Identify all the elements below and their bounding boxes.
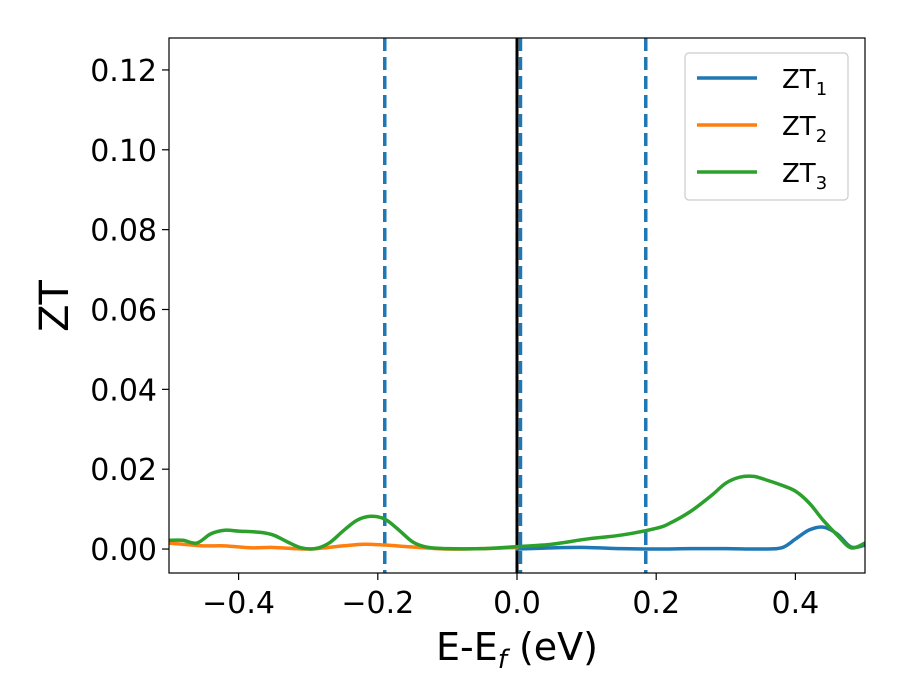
legend-label-main: ZT [782, 112, 816, 142]
x-tick-label: 0.4 [772, 586, 820, 621]
vertical-lines [383, 38, 648, 573]
y-tick-label: 0.00 [90, 533, 157, 568]
legend-label-zt1: ZT1 [782, 65, 827, 100]
legend-box [684, 52, 849, 201]
y-tick-label: 0.02 [90, 453, 157, 488]
x-tick-label: 0.0 [493, 586, 541, 621]
series-line-zt3 [169, 474, 865, 551]
legend-label-subscript: 3 [816, 173, 827, 194]
x-tick-label: −0.4 [202, 586, 275, 621]
series-lines [169, 474, 865, 551]
y-tick-label: 0.04 [90, 373, 157, 408]
y-tick-label: 0.12 [90, 54, 157, 89]
y-tick-label: 0.08 [90, 214, 157, 249]
x-axis-label-main: E-E [436, 625, 498, 669]
legend-label-zt2: ZT2 [782, 112, 827, 147]
legend-label-main: ZT [782, 65, 816, 95]
x-axis-label-unit: (eV) [507, 625, 598, 669]
legend-label-zt3: ZT3 [782, 159, 827, 194]
legend-label-main: ZT [782, 159, 816, 189]
x-tick-label: 0.2 [632, 586, 680, 621]
y-tick-label: 0.06 [90, 293, 157, 328]
y-tick-label: 0.10 [90, 134, 157, 169]
y-axis-label: ZT [32, 280, 78, 332]
legend-label-subscript: 1 [816, 79, 827, 100]
x-tick-label: −0.2 [341, 586, 414, 621]
x-axis-label: E-Ef (eV) [436, 625, 598, 675]
x-axis-ticks: −0.4 −0.2 0.0 0.2 0.4 [202, 573, 819, 621]
legend-label-subscript: 2 [816, 126, 827, 147]
y-axis-ticks: 0.00 0.02 0.04 0.06 0.08 0.10 0.12 [90, 54, 169, 568]
